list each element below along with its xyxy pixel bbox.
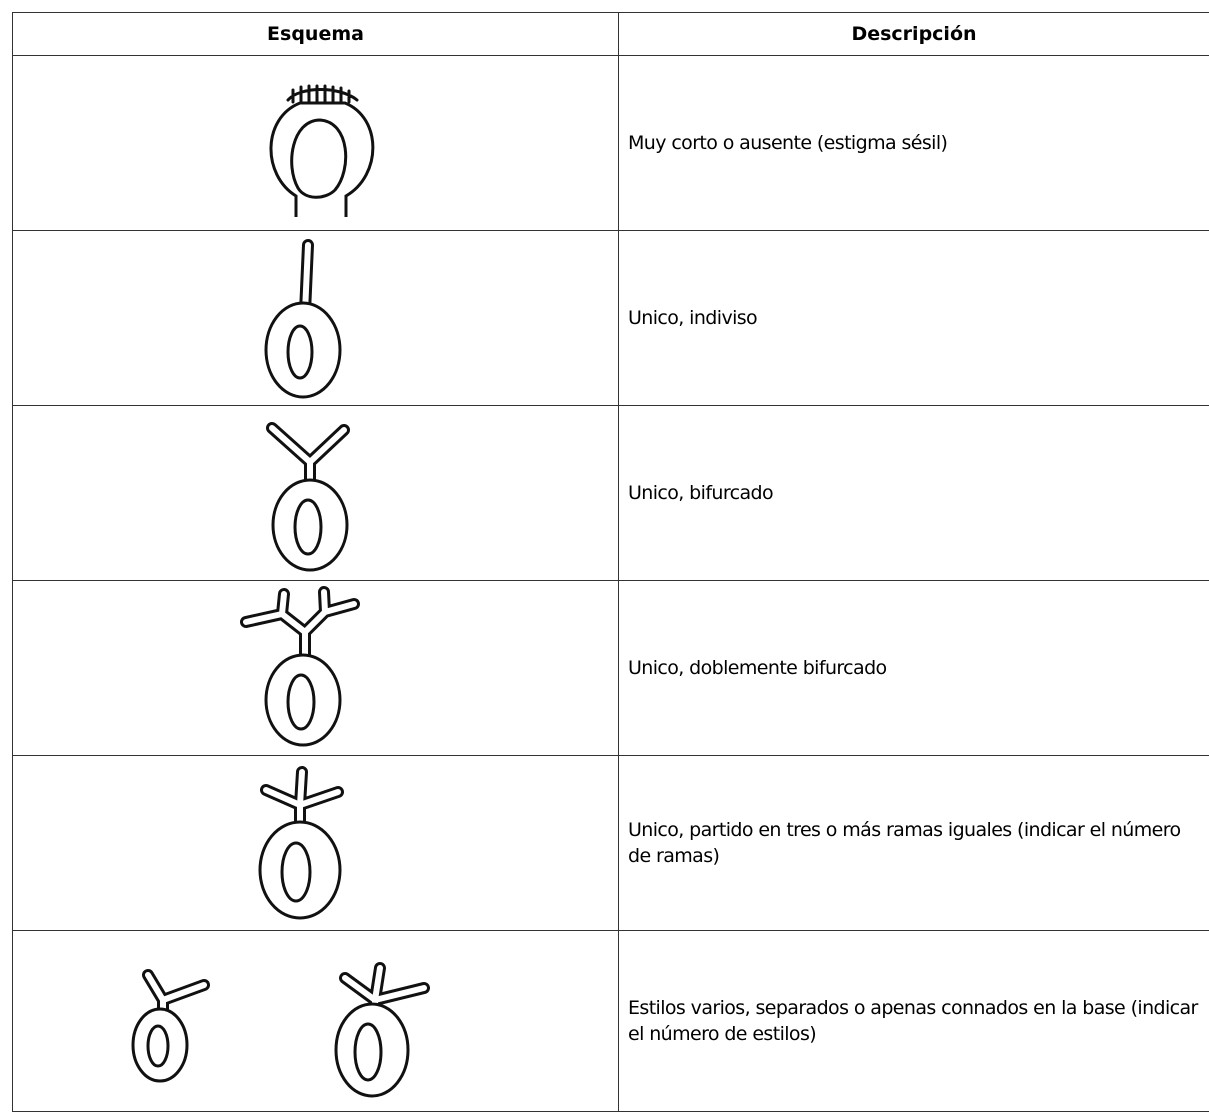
description: Unico, bifurcado <box>619 406 1209 581</box>
header-row: Esquema Descripción <box>13 13 1209 56</box>
description: Muy corto o ausente (estigma sésil) <box>619 56 1209 231</box>
row: Estilos varios, separados o apenas conna… <box>13 931 1209 1112</box>
scheme-cell <box>13 231 619 406</box>
row: Unico, partido en tres o más ramas igual… <box>13 756 1209 931</box>
scheme-cell <box>13 581 619 756</box>
description: Unico, doblemente bifurcado <box>619 581 1209 756</box>
description: Unico, indiviso <box>619 231 1209 406</box>
scheme-cell <box>13 406 619 581</box>
row: Muy corto o ausente (estigma sésil) <box>13 56 1209 231</box>
header-cell: Esquema <box>13 13 619 56</box>
description: Estilos varios, separados o apenas conna… <box>619 931 1209 1112</box>
styles-table: Esquema Descripción Muy corto o ausente … <box>12 12 1209 1112</box>
scheme-cell <box>13 756 619 931</box>
scheme-cell <box>13 56 619 231</box>
row: Unico, indiviso <box>13 231 1209 406</box>
scheme-cell <box>13 931 619 1112</box>
description: Unico, partido en tres o más ramas igual… <box>619 756 1209 931</box>
row: Unico, bifurcado <box>13 406 1209 581</box>
row: Unico, doblemente bifurcado <box>13 581 1209 756</box>
header-cell: Descripción <box>619 13 1209 56</box>
